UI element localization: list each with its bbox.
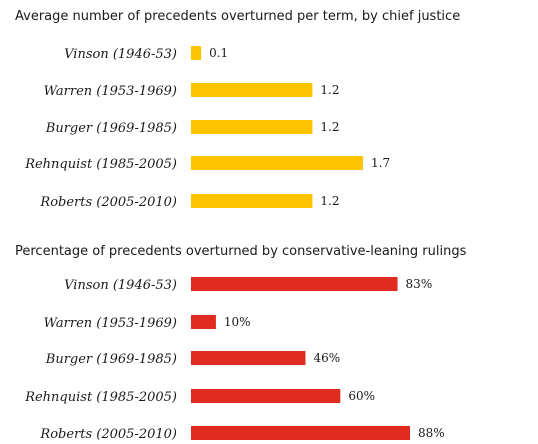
chart-2-category-label-vinson: Vinson (1946-53)	[64, 278, 177, 293]
chart-1-bar-burger	[191, 120, 313, 134]
chart-1-category-label-burger: Burger (1969-1985)	[45, 121, 177, 136]
chart-2-value-label-burger: 46%	[313, 351, 340, 365]
chart-2-value-label-warren: 10%	[224, 315, 251, 329]
chart-2-bars: Vinson (1946-53) 83% Warren (1953-1969) 10%…	[24, 277, 445, 442]
chart-1-category-label-warren: Warren (1953-1969)	[44, 84, 177, 99]
chart-1-bar-warren	[191, 83, 313, 97]
chart-1-bar-rehnquist	[191, 156, 363, 170]
chart-2-bar-vinson	[191, 277, 398, 291]
chart-2-bar-roberts	[191, 426, 410, 440]
chart-2-value-label-rehnquist: 60%	[348, 389, 375, 403]
chart-1-value-label-vinson: 0.1	[209, 46, 228, 60]
chart-2-title: Percentage of precedents overturned by c…	[15, 244, 467, 259]
chart-2-category-label-roberts: Roberts (2005-2010)	[39, 427, 177, 442]
chart-1-category-label-vinson: Vinson (1946-53)	[64, 47, 177, 62]
chart-1-bar-roberts	[191, 194, 313, 208]
chart-1-value-label-rehnquist: 1.7	[371, 156, 390, 170]
chart-1-bar-vinson	[191, 46, 202, 60]
chart-1-title: Average number of precedents overturned …	[15, 9, 460, 24]
chart-1-value-label-warren: 1.2	[320, 83, 339, 97]
chart-1-category-label-roberts: Roberts (2005-2010)	[39, 195, 177, 210]
chart-1-bars: Vinson (1946-53) 0.1 Warren (1953-1969) 1.2…	[24, 46, 390, 210]
chart-1-category-label-rehnquist: Rehnquist (1985-2005)	[24, 157, 177, 172]
chart-2-category-label-burger: Burger (1969-1985)	[45, 352, 177, 367]
chart-2-value-label-roberts: 88%	[418, 426, 445, 440]
chart-1-value-label-burger: 1.2	[320, 120, 339, 134]
chart-1-value-label-roberts: 1.2	[320, 194, 339, 208]
chart-2-bar-burger	[191, 351, 306, 365]
chart-2-value-label-vinson: 83%	[406, 277, 433, 291]
chart-2-category-label-warren: Warren (1953-1969)	[44, 316, 177, 331]
chart-2-category-label-rehnquist: Rehnquist (1985-2005)	[24, 390, 177, 405]
chart-2-bar-warren	[191, 315, 216, 329]
chart-2-bar-rehnquist	[191, 389, 341, 403]
